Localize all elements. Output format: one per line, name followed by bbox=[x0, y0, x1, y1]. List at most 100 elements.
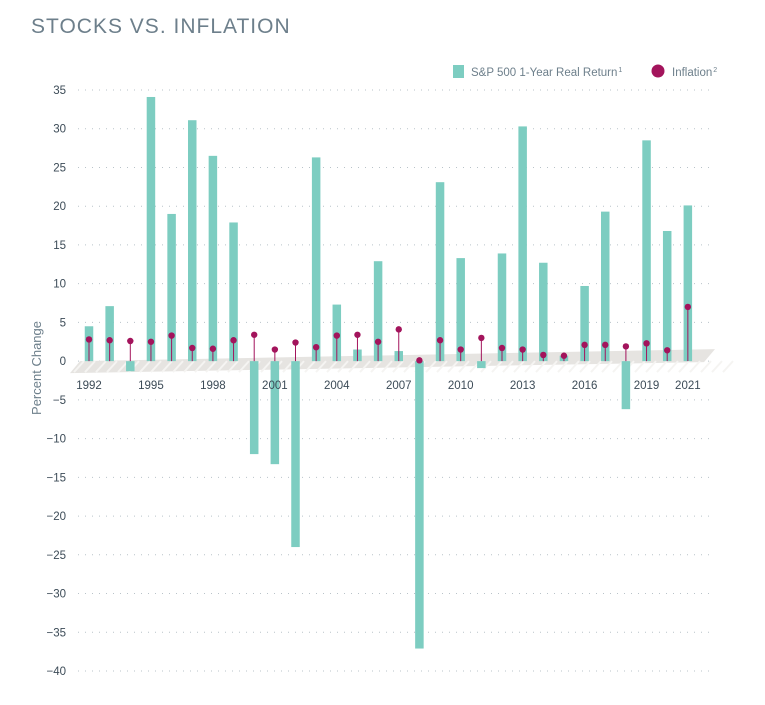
zero-floor-hatch bbox=[722, 360, 734, 373]
zero-floor-hatch bbox=[513, 360, 525, 373]
return-bar-1999 bbox=[229, 222, 238, 362]
return-bar-2008 bbox=[415, 361, 424, 649]
inflation-dot-1992 bbox=[85, 336, 93, 343]
zero-floor-hatch bbox=[491, 360, 503, 373]
return-bar-2018 bbox=[621, 361, 631, 410]
return-bar-2002 bbox=[291, 361, 300, 548]
zero-floor-hatch bbox=[458, 360, 470, 373]
inflation-dot-2011 bbox=[478, 334, 485, 342]
zero-floor-hatch bbox=[95, 360, 107, 373]
inflation-dot-2009 bbox=[436, 337, 444, 344]
zero-floor-hatch bbox=[370, 360, 382, 373]
legend: S&P 500 1-Year Real Return1 Inflation2 bbox=[453, 64, 717, 79]
return-bar-2001 bbox=[270, 361, 280, 465]
y-tick-label: −20 bbox=[46, 511, 66, 523]
y-tick-label: −35 bbox=[46, 627, 66, 639]
inflation-dot-2006 bbox=[374, 338, 382, 345]
inflation-dot-2007 bbox=[395, 326, 402, 333]
zero-floor-hatch bbox=[403, 360, 415, 373]
return-bar-1993 bbox=[105, 306, 114, 362]
return-bar-2016 bbox=[580, 285, 589, 362]
inflation-dot-2008 bbox=[416, 357, 423, 364]
return-bar-2009 bbox=[435, 182, 445, 362]
chart-title: STOCKS VS. INFLATION bbox=[31, 15, 291, 38]
inflation-dot-2002 bbox=[292, 339, 299, 346]
zero-floor-hatch bbox=[304, 360, 316, 373]
zero-floor-hatch bbox=[216, 360, 228, 373]
x-tick-label-2001: 2001 bbox=[262, 380, 288, 392]
zero-floor-hatch bbox=[260, 360, 272, 373]
zero-floor-hatch bbox=[700, 360, 712, 373]
x-tick-label-2007: 2007 bbox=[386, 380, 412, 392]
inflation-dot-2004 bbox=[333, 332, 340, 339]
zero-band bbox=[70, 349, 734, 374]
zero-floor-hatch bbox=[590, 360, 602, 373]
zero-floor-hatch bbox=[73, 360, 85, 373]
return-bar-2011 bbox=[477, 361, 486, 369]
return-bar-2014 bbox=[539, 262, 548, 362]
inflation-dot-1993 bbox=[106, 337, 113, 344]
inflation-dot-2019 bbox=[643, 340, 650, 347]
y-tick-label: 0 bbox=[60, 356, 66, 368]
inflation-markers bbox=[85, 303, 692, 364]
zero-floor-hatch bbox=[172, 360, 184, 373]
return-bar-1994 bbox=[126, 361, 135, 372]
inflation-dot-2015 bbox=[560, 352, 568, 359]
zero-floor-hatch bbox=[205, 360, 217, 373]
x-tick-label-2013: 2013 bbox=[510, 380, 536, 392]
zero-floor-hatch bbox=[634, 360, 646, 373]
zero-floor-hatch bbox=[348, 360, 360, 373]
inflation-dot-2010 bbox=[457, 346, 464, 353]
x-tick-label-1995: 1995 bbox=[138, 380, 164, 392]
y-tick-label: 15 bbox=[53, 240, 66, 252]
x-tick-label-1998: 1998 bbox=[200, 380, 226, 392]
x-axis-year-labels: 1992 1995 1998 2001 2004 2007 2010 2013 2016 2019… bbox=[76, 380, 700, 392]
return-bar-2019 bbox=[642, 140, 651, 362]
inflation-dot-2012 bbox=[498, 344, 506, 352]
y-tick-label: 10 bbox=[53, 279, 66, 291]
zero-floor-hatch bbox=[425, 360, 437, 373]
inflation-dot-1999 bbox=[230, 337, 237, 344]
return-bar-2017 bbox=[601, 211, 610, 362]
inflation-dot-2017 bbox=[602, 341, 609, 349]
y-tick-label: 35 bbox=[53, 85, 66, 97]
return-bar-2003 bbox=[311, 157, 321, 362]
inflation-dot-2013 bbox=[519, 346, 526, 353]
y-tick-label: −30 bbox=[46, 589, 66, 601]
inflation-dot-2020 bbox=[664, 347, 671, 354]
return-bar-2012 bbox=[497, 253, 507, 362]
y-tick-label: 30 bbox=[53, 124, 66, 136]
zero-floor-hatch bbox=[568, 360, 580, 373]
zero-floor-hatch bbox=[711, 360, 723, 373]
x-tick-label-2010: 2010 bbox=[448, 380, 474, 392]
zero-floor-hatch bbox=[524, 360, 536, 373]
zero-floor-hatch bbox=[667, 360, 679, 373]
return-bar-1997 bbox=[188, 120, 197, 362]
inflation-dot-1995 bbox=[147, 338, 155, 345]
zero-floor-hatch bbox=[579, 360, 591, 373]
return-bar-2013 bbox=[518, 126, 527, 362]
inflation-dot-1997 bbox=[189, 344, 196, 352]
x-tick-label-2016: 2016 bbox=[572, 380, 598, 392]
y-axis-title: Percent Change bbox=[29, 321, 44, 415]
inflation-dot-1998 bbox=[209, 345, 217, 352]
return-bar-2010 bbox=[456, 258, 465, 362]
legend-label-returns: S&P 500 1-Year Real Return1 bbox=[471, 67, 622, 79]
y-tick-label: 5 bbox=[60, 317, 66, 329]
legend-label-inflation: Inflation2 bbox=[672, 67, 717, 79]
legend-swatch-returns bbox=[453, 65, 464, 78]
x-tick-label-2021: 2021 bbox=[675, 380, 701, 392]
y-axis-ticks: 35 30 25 20 15 10 5 0 −5 −10 −15 −20 −25 −30 −35 −40 bbox=[46, 85, 66, 678]
zero-floor bbox=[70, 349, 715, 374]
zero-floor-hatch bbox=[359, 360, 371, 373]
y-tick-label: −10 bbox=[46, 434, 66, 446]
zero-floor-hatch bbox=[183, 360, 195, 373]
inflation-dot-1994 bbox=[127, 337, 134, 345]
inflation-dot-2016 bbox=[581, 341, 588, 349]
zero-floor-hatch bbox=[689, 360, 701, 373]
zero-floor-hatch bbox=[557, 360, 569, 373]
zero-floor-hatch bbox=[150, 360, 162, 373]
legend-swatch-inflation bbox=[651, 64, 665, 78]
zero-floor-hatch bbox=[502, 360, 514, 373]
